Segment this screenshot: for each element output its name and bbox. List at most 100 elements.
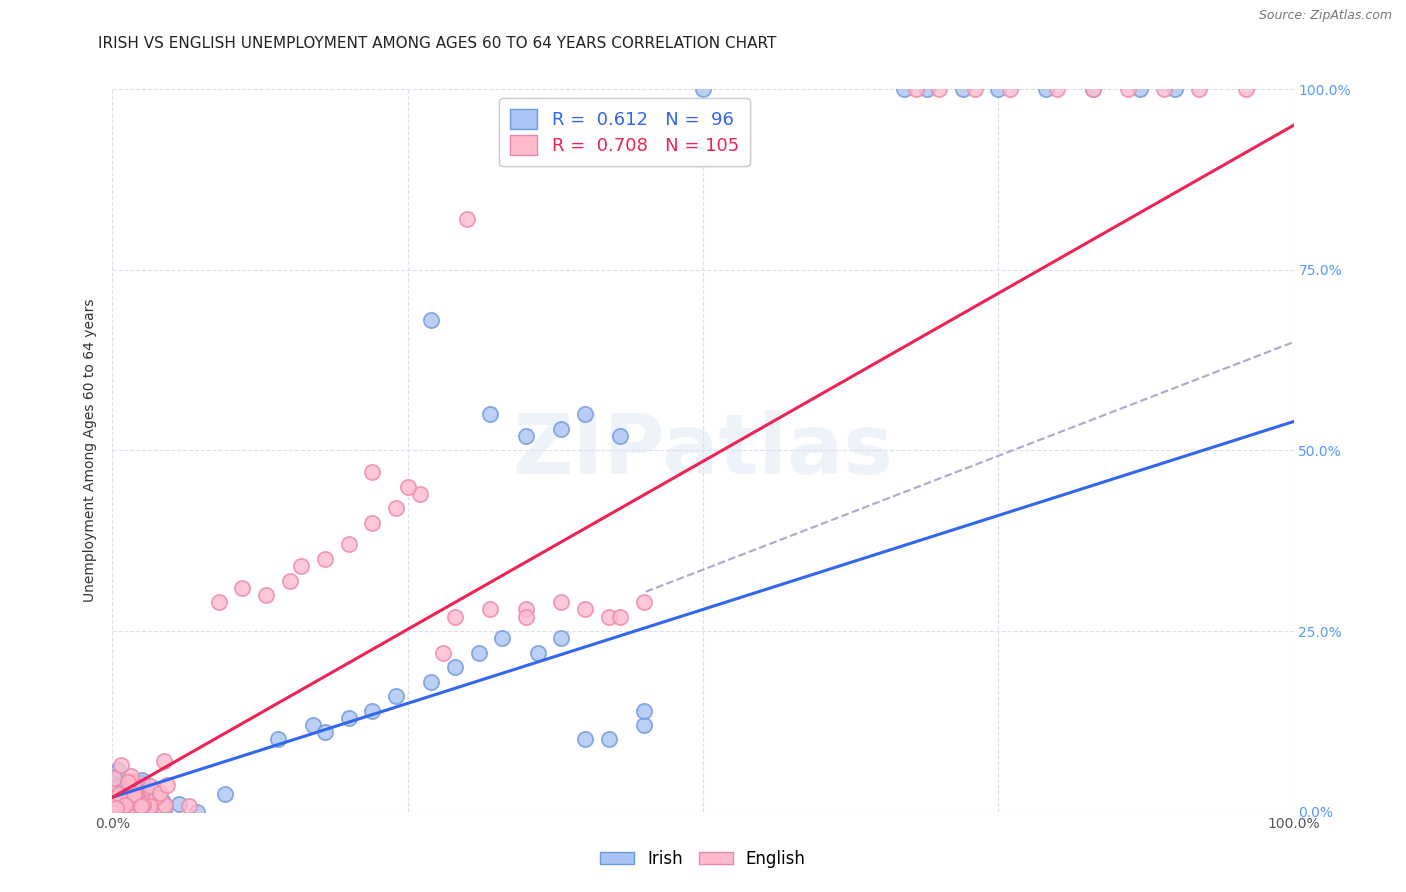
Point [104, 801, 127, 815]
Point [314, 551, 336, 566]
Point [138, 799, 160, 814]
Point [103, 801, 125, 815]
Point [167, 797, 190, 811]
Point [1081, 82, 1104, 96]
Point [115, 805, 138, 819]
Point [120, 769, 142, 783]
Point [479, 602, 502, 616]
Point [515, 429, 537, 443]
Point [231, 581, 253, 595]
Point [432, 646, 454, 660]
Text: ZIPatlas: ZIPatlas [513, 410, 893, 491]
Point [633, 704, 655, 718]
Y-axis label: Unemployment Among Ages 60 to 64 years: Unemployment Among Ages 60 to 64 years [83, 299, 97, 602]
Point [302, 718, 325, 732]
Point [105, 798, 128, 813]
Point [114, 792, 136, 806]
Point [101, 796, 124, 810]
Point [132, 788, 155, 802]
Point [107, 801, 129, 815]
Point [103, 797, 125, 811]
Point [131, 802, 153, 816]
Point [114, 797, 136, 812]
Point [108, 794, 131, 808]
Point [127, 791, 149, 805]
Point [117, 804, 139, 818]
Point [129, 805, 152, 819]
Point [107, 800, 129, 814]
Point [121, 789, 143, 804]
Point [110, 791, 132, 805]
Point [337, 711, 360, 725]
Point [526, 646, 548, 660]
Point [1116, 82, 1139, 96]
Point [139, 780, 162, 794]
Point [145, 789, 167, 804]
Point [361, 704, 384, 718]
Point [186, 805, 208, 819]
Point [110, 796, 132, 810]
Point [177, 799, 200, 814]
Point [361, 465, 384, 479]
Point [153, 797, 176, 812]
Point [420, 674, 443, 689]
Point [110, 801, 132, 815]
Point [598, 732, 620, 747]
Point [105, 785, 128, 799]
Point [129, 791, 152, 805]
Point [107, 787, 129, 801]
Point [134, 797, 156, 811]
Point [131, 773, 153, 788]
Point [101, 791, 124, 805]
Point [111, 779, 134, 793]
Point [149, 786, 172, 800]
Point [110, 805, 132, 819]
Point [550, 632, 572, 646]
Point [128, 796, 150, 810]
Point [479, 407, 502, 421]
Text: IRISH VS ENGLISH UNEMPLOYMENT AMONG AGES 60 TO 64 YEARS CORRELATION CHART: IRISH VS ENGLISH UNEMPLOYMENT AMONG AGES… [98, 36, 776, 51]
Point [124, 781, 146, 796]
Point [396, 480, 419, 494]
Point [107, 795, 129, 809]
Point [114, 797, 136, 812]
Point [112, 798, 135, 813]
Point [110, 801, 132, 815]
Point [550, 422, 572, 436]
Point [132, 789, 155, 804]
Point [105, 789, 128, 803]
Point [104, 802, 127, 816]
Point [107, 805, 129, 819]
Point [120, 802, 142, 816]
Point [128, 798, 150, 813]
Point [385, 689, 408, 703]
Point [110, 794, 132, 808]
Point [574, 602, 596, 616]
Point [103, 770, 125, 784]
Point [574, 407, 596, 421]
Point [108, 802, 131, 816]
Point [103, 780, 125, 795]
Point [103, 801, 125, 815]
Point [156, 778, 179, 792]
Point [928, 82, 950, 96]
Point [114, 805, 136, 819]
Point [153, 754, 176, 768]
Point [112, 789, 135, 803]
Point [115, 790, 138, 805]
Point [107, 800, 129, 814]
Point [408, 487, 430, 501]
Point [692, 82, 714, 96]
Point [122, 776, 145, 790]
Point [108, 805, 131, 819]
Point [108, 783, 131, 797]
Point [105, 797, 128, 812]
Point [114, 790, 136, 805]
Point [893, 82, 915, 96]
Point [267, 732, 290, 747]
Point [609, 429, 631, 443]
Point [152, 801, 174, 815]
Point [122, 787, 145, 801]
Point [125, 801, 148, 815]
Point [105, 801, 128, 815]
